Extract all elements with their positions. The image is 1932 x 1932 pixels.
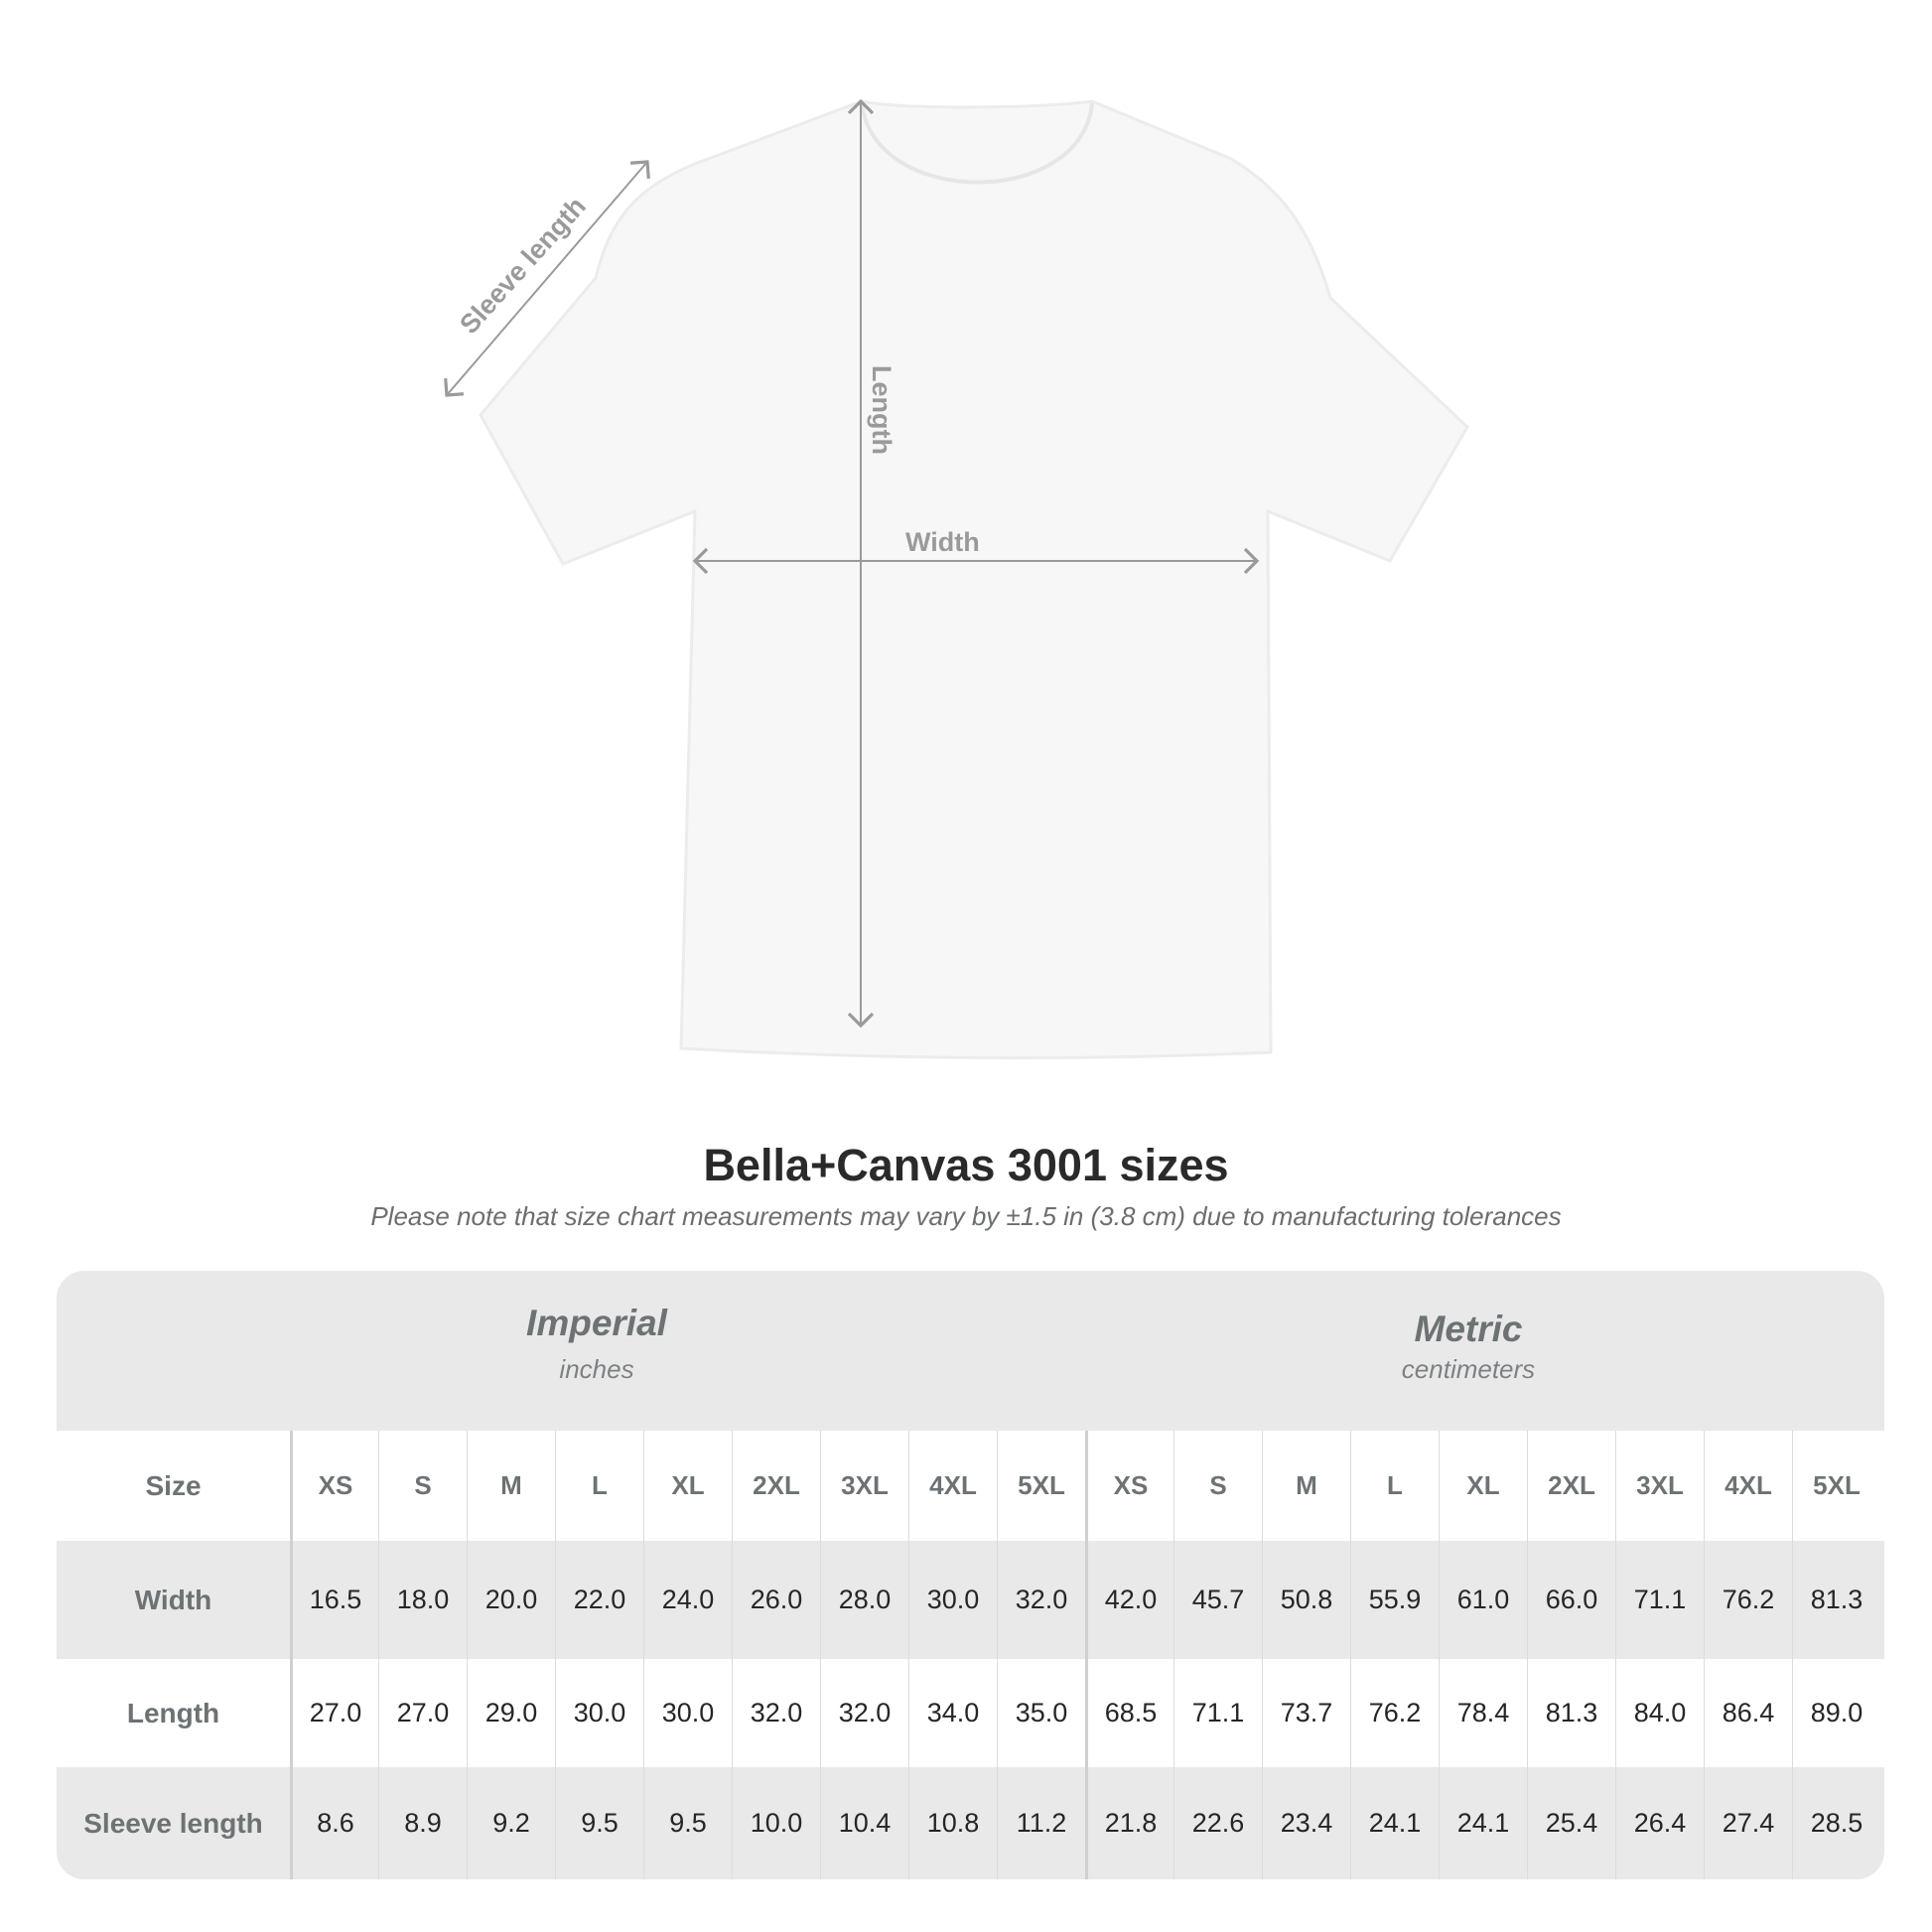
table-row: Sleeve length 8.6 8.9 9.2 9.5 9.5 10.0 10.4 10.8… (57, 1767, 1884, 1879)
imperial-value-cell: 29.0 (467, 1659, 555, 1767)
row-label: Sleeve length (83, 1807, 263, 1839)
imperial-value-cell: 32.0 (820, 1659, 908, 1767)
metric-value-cell: 45.7 (1173, 1541, 1262, 1659)
imperial-value-cell: 28.0 (820, 1541, 908, 1659)
size-table: Imperial inches Metric centimeters Size X… (57, 1271, 1884, 1879)
width-label: Width (905, 527, 980, 557)
imperial-value-cell: 35.0 (997, 1659, 1085, 1767)
metric-header: Metric centimeters (1220, 1309, 1717, 1385)
imperial-title: Imperial (526, 1303, 667, 1343)
table-row: Length 27.0 27.0 29.0 30.0 30.0 32.0 32.0 34.0 35… (57, 1659, 1884, 1767)
metric-size-header: L (1350, 1431, 1439, 1541)
imperial-size-header: 4XL (908, 1431, 997, 1541)
imperial-size-header: M (467, 1431, 555, 1541)
imperial-value-cell: 27.0 (290, 1659, 378, 1767)
imperial-value-cell: 34.0 (908, 1659, 997, 1767)
metric-value-cell: 86.4 (1704, 1659, 1792, 1767)
metric-value-cell: 21.8 (1085, 1767, 1173, 1879)
size-label: Size (145, 1469, 202, 1501)
imperial-size-header: XS (290, 1431, 378, 1541)
sleeve-measure-line (444, 160, 650, 397)
metric-value-cell: 50.8 (1262, 1541, 1350, 1659)
imperial-value-cell: 9.5 (555, 1767, 643, 1879)
metric-value-cell: 76.2 (1350, 1659, 1439, 1767)
metric-value-cell: 81.3 (1792, 1541, 1880, 1659)
imperial-value-cell: 8.9 (378, 1767, 467, 1879)
imperial-value-cell: 30.0 (908, 1541, 997, 1659)
length-label: Length (867, 365, 897, 455)
metric-value-cell: 71.1 (1615, 1541, 1704, 1659)
metric-value-cell: 55.9 (1350, 1541, 1439, 1659)
imperial-size-header: S (378, 1431, 467, 1541)
metric-value-cell: 24.1 (1350, 1767, 1439, 1879)
imperial-value-cell: 10.8 (908, 1767, 997, 1879)
size-header-row: Size XS S M L XL 2XL 3XL 4XL 5XL XS S M L XL 2XL 3XL 4XL 5… (57, 1431, 1884, 1541)
metric-value-cell: 27.4 (1704, 1767, 1792, 1879)
imperial-value-cell: 9.2 (467, 1767, 555, 1879)
imperial-value-cell: 9.5 (643, 1767, 732, 1879)
page-title: Bella+Canvas 3001 sizes (703, 1140, 1229, 1190)
metric-value-cell: 42.0 (1085, 1541, 1173, 1659)
imperial-value-cell: 30.0 (643, 1659, 732, 1767)
table-header: Imperial inches Metric centimeters (57, 1271, 1884, 1431)
tshirt-diagram: Sleeve length Length Width (444, 98, 1469, 1060)
metric-value-cell: 66.0 (1527, 1541, 1615, 1659)
imperial-value-cell: 24.0 (643, 1541, 732, 1659)
metric-value-cell: 25.4 (1527, 1767, 1615, 1879)
imperial-value-cell: 20.0 (467, 1541, 555, 1659)
metric-value-cell: 28.5 (1792, 1767, 1880, 1879)
metric-size-header: XL (1439, 1431, 1527, 1541)
metric-value-cell: 71.1 (1173, 1659, 1262, 1767)
imperial-value-cell: 30.0 (555, 1659, 643, 1767)
imperial-value-cell: 27.0 (378, 1659, 467, 1767)
metric-value-cell: 61.0 (1439, 1541, 1527, 1659)
imperial-value-cell: 22.0 (555, 1541, 643, 1659)
metric-value-cell: 26.4 (1615, 1767, 1704, 1879)
metric-size-header: 5XL (1792, 1431, 1880, 1541)
imperial-value-cell: 32.0 (732, 1659, 820, 1767)
tolerance-note: Please note that size chart measurements… (370, 1201, 1562, 1231)
imperial-value-cell: 16.5 (290, 1541, 378, 1659)
metric-size-header: 3XL (1615, 1431, 1704, 1541)
imperial-value-cell: 8.6 (290, 1767, 378, 1879)
metric-value-cell: 73.7 (1262, 1659, 1350, 1767)
imperial-size-header: L (555, 1431, 643, 1541)
metric-size-header: S (1173, 1431, 1262, 1541)
imperial-value-cell: 26.0 (732, 1541, 820, 1659)
imperial-value-cell: 32.0 (997, 1541, 1085, 1659)
metric-value-cell: 78.4 (1439, 1659, 1527, 1767)
metric-value-cell: 89.0 (1792, 1659, 1880, 1767)
metric-value-cell: 22.6 (1173, 1767, 1262, 1879)
table-row: Width 16.5 18.0 20.0 22.0 24.0 26.0 28.0 30.0 32.… (57, 1541, 1884, 1659)
imperial-size-header: 5XL (997, 1431, 1085, 1541)
imperial-size-header: XL (643, 1431, 732, 1541)
imperial-value-cell: 18.0 (378, 1541, 467, 1659)
metric-value-cell: 24.1 (1439, 1767, 1527, 1879)
metric-value-cell: 84.0 (1615, 1659, 1704, 1767)
metric-size-header: 2XL (1527, 1431, 1615, 1541)
metric-value-cell: 81.3 (1527, 1659, 1615, 1767)
row-label: Length (126, 1697, 220, 1728)
metric-title: Metric (1414, 1309, 1523, 1349)
metric-value-cell: 76.2 (1704, 1541, 1792, 1659)
imperial-value-cell: 11.2 (997, 1767, 1085, 1879)
row-label: Width (134, 1584, 212, 1615)
imperial-unit: inches (559, 1354, 634, 1384)
imperial-value-cell: 10.4 (820, 1767, 908, 1879)
metric-size-header: XS (1085, 1431, 1173, 1541)
tshirt-shape (479, 99, 1469, 1060)
tshirt-collar (860, 102, 1094, 185)
imperial-size-header: 2XL (732, 1431, 820, 1541)
metric-unit: centimeters (1401, 1354, 1536, 1384)
imperial-header: Imperial inches (348, 1303, 845, 1385)
metric-size-header: 4XL (1704, 1431, 1792, 1541)
metric-size-header: M (1262, 1431, 1350, 1541)
metric-value-cell: 23.4 (1262, 1767, 1350, 1879)
metric-value-cell: 68.5 (1085, 1659, 1173, 1767)
imperial-size-header: 3XL (820, 1431, 908, 1541)
imperial-value-cell: 10.0 (732, 1767, 820, 1879)
